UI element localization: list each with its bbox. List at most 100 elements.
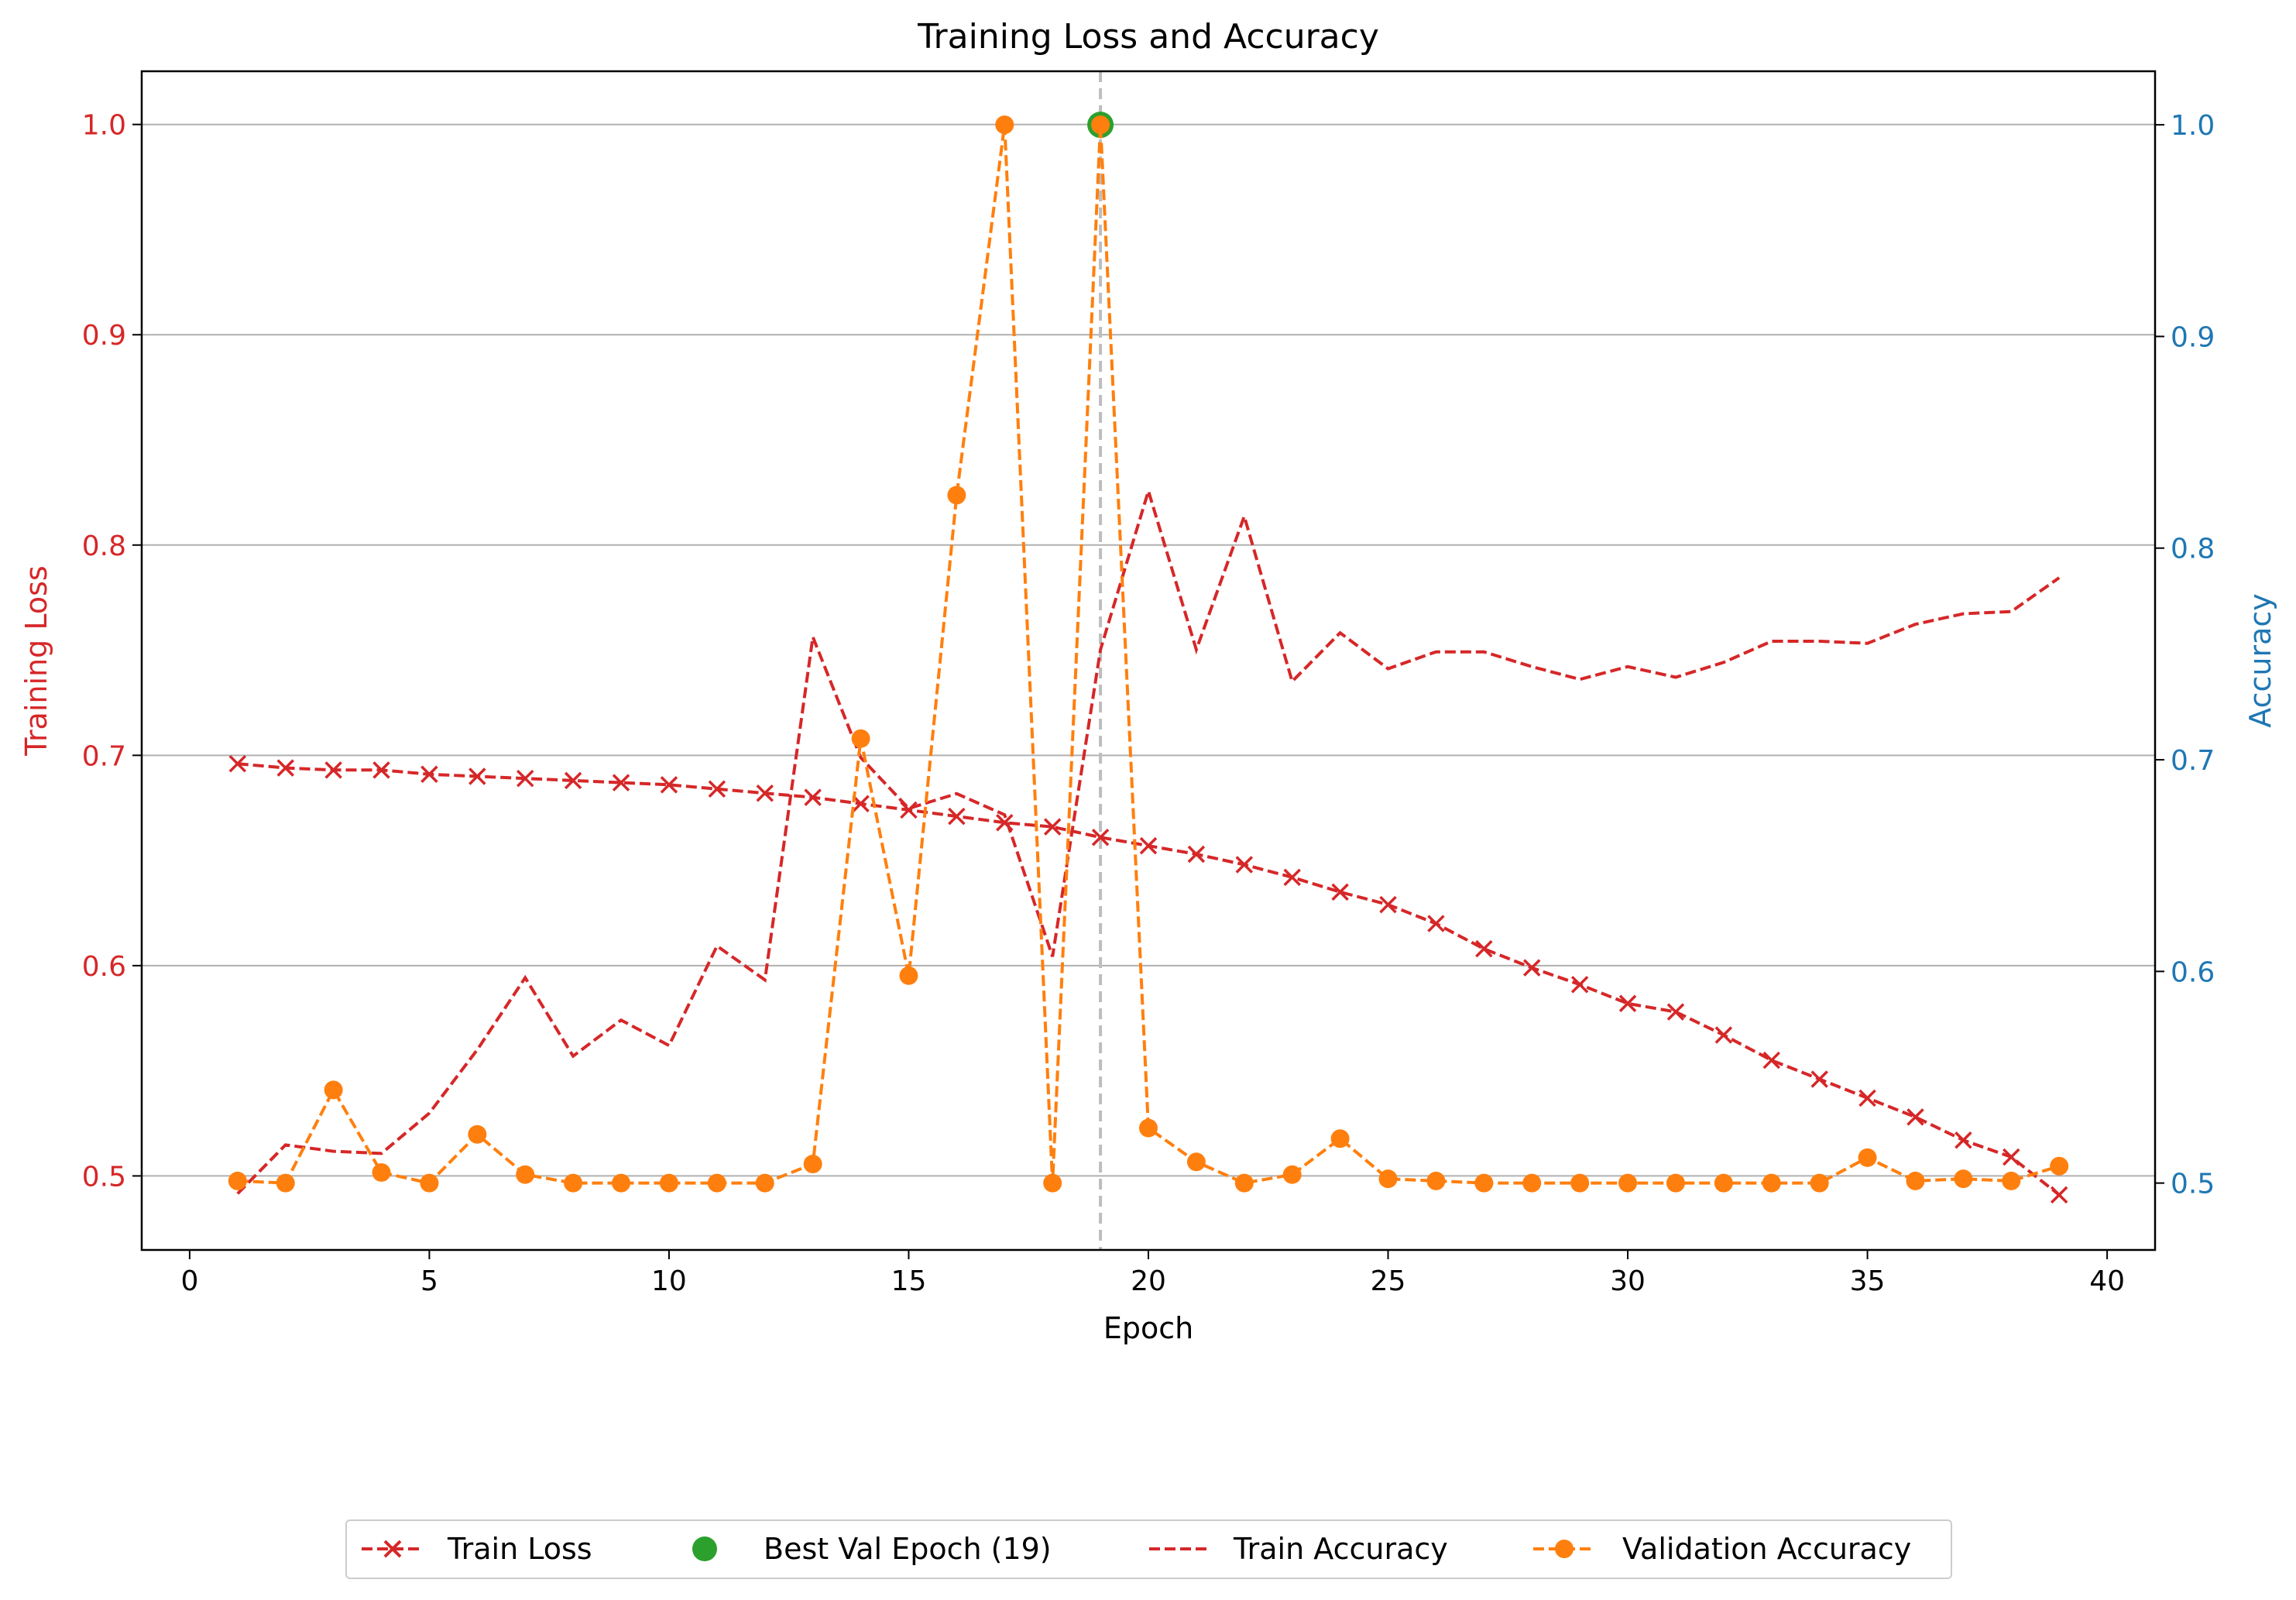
legend-label-validation-accuracy: Validation Accuracy [1622, 1532, 1911, 1566]
validation-accuracy-point [659, 1173, 678, 1193]
validation-accuracy-point [995, 115, 1014, 135]
validation-accuracy-point [1858, 1148, 1877, 1167]
validation-accuracy-point [1426, 1171, 1446, 1190]
train-accuracy-line [236, 486, 2061, 1195]
validation-accuracy-point [1810, 1173, 1829, 1193]
train-loss-point [276, 759, 294, 777]
train-loss-point [1906, 1108, 1924, 1126]
legend-label-train-accuracy: Train Accuracy [1233, 1532, 1448, 1566]
validation-accuracy-point [1091, 115, 1110, 135]
train-loss-point [1810, 1070, 1828, 1088]
right-y-tick-label: 0.9 [2171, 321, 2215, 353]
left-y-tick-label: 1.0 [82, 110, 126, 142]
train-loss-point [1427, 915, 1445, 932]
x-axis-label: Epoch [1103, 1311, 1193, 1345]
train-loss-point [948, 807, 966, 826]
x-tick-label: 35 [1850, 1265, 1886, 1297]
validation-accuracy-point [612, 1173, 631, 1193]
validation-accuracy-point [1234, 1173, 1254, 1193]
train-loss-point [1283, 868, 1301, 887]
x-tick-label: 40 [2089, 1265, 2125, 1297]
validation-accuracy-point [564, 1173, 583, 1193]
validation-accuracy-point [1186, 1152, 1206, 1172]
legend-frame [345, 1519, 1952, 1579]
legend: Train Loss Best Val Epoch (19) Train Acc… [345, 1519, 1952, 1579]
train-loss-point [660, 776, 678, 794]
train-loss-point [1235, 856, 1254, 874]
validation-accuracy-point [1282, 1165, 1302, 1184]
right-axis-label: Accuracy [2243, 593, 2277, 728]
right-y-tick-label: 0.6 [2171, 956, 2215, 988]
validation-accuracy-point [276, 1173, 295, 1193]
train-loss-point [1762, 1051, 1780, 1070]
train-loss-point [1666, 1003, 1685, 1021]
train-loss-point [1091, 828, 1110, 846]
validation-accuracy-point [1906, 1171, 1925, 1190]
chart-title: Training Loss and Accuracy [917, 17, 1379, 57]
train-loss-point [1331, 883, 1349, 901]
x-tick-label: 30 [1610, 1265, 1646, 1297]
train-loss-point [1858, 1089, 1876, 1107]
validation-accuracy-point [1954, 1169, 1973, 1189]
validation-accuracy-point [1570, 1173, 1590, 1193]
validation-accuracy-point [899, 966, 918, 985]
validation-accuracy-point [468, 1124, 487, 1144]
train-loss-point [1139, 836, 1158, 855]
validation-accuracy-point [755, 1173, 774, 1193]
left-y-tick-label: 0.6 [82, 951, 126, 983]
train-loss-point [900, 801, 918, 819]
series-layer [228, 112, 2069, 1204]
train-loss-point [708, 780, 726, 798]
train-loss-point [1523, 959, 1541, 977]
train-loss-point [756, 784, 774, 802]
train-loss-point [996, 813, 1014, 832]
right-y-tick-label: 0.5 [2171, 1169, 2215, 1200]
legend-item-train-accuracy: Train Accuracy [1149, 1532, 1448, 1566]
train-loss-point [564, 771, 582, 790]
train-loss-point [468, 767, 486, 785]
x-tick-label: 10 [651, 1265, 687, 1297]
x-tick-label: 15 [891, 1265, 927, 1297]
train-loss-point [420, 765, 438, 784]
x-tick-label: 5 [420, 1265, 438, 1297]
train-loss-point [2003, 1148, 2020, 1166]
train-loss-point [612, 774, 630, 791]
left-y-tick-label: 0.8 [82, 530, 126, 562]
validation-accuracy-point [1762, 1173, 1781, 1193]
validation-accuracy-point [1714, 1173, 1733, 1193]
validation-accuracy-point [1139, 1118, 1158, 1138]
right-y-tick-label: 1.0 [2171, 110, 2215, 142]
validation-accuracy-point [2050, 1156, 2069, 1176]
validation-accuracy-point [707, 1173, 726, 1193]
validation-accuracy-point [1043, 1173, 1062, 1193]
validation-accuracy-point [1618, 1173, 1638, 1193]
legend-item-train-loss: Train Loss [362, 1532, 592, 1566]
legend-label-train-loss: Train Loss [447, 1532, 592, 1566]
validation-accuracy-point [803, 1155, 822, 1174]
validation-accuracy-point [1378, 1169, 1398, 1189]
legend-label-best-val-epoch: Best Val Epoch (19) [764, 1532, 1052, 1566]
train-loss-point [1714, 1026, 1733, 1044]
validation-accuracy-point [851, 729, 870, 748]
train-loss-point [852, 795, 870, 813]
left-y-tick-label: 0.7 [82, 740, 126, 772]
train-loss-point [1475, 939, 1493, 958]
train-loss-point [372, 761, 390, 779]
train-loss-point [1955, 1131, 1972, 1149]
validation-accuracy-point [516, 1165, 535, 1184]
train-loss-point [324, 761, 342, 779]
train-loss-point [1570, 976, 1589, 994]
x-tick-label: 20 [1131, 1265, 1166, 1297]
x-tick-label: 0 [180, 1265, 198, 1297]
axes: 0 5 10 15 20 25 30 35 40 0.5 0.6 0.7 0.8 0.9 1.0 0.5 0.6… [82, 70, 2215, 1297]
train-loss-point [2050, 1186, 2068, 1204]
train-loss-point [1618, 994, 1637, 1012]
legend-item-best-val-epoch: Best Val Epoch (19) [692, 1532, 1052, 1566]
validation-accuracy-point [1522, 1173, 1542, 1193]
right-y-tick-label: 0.8 [2171, 534, 2215, 565]
validation-accuracy-point [947, 486, 966, 505]
right-y-tick-label: 0.7 [2171, 745, 2215, 777]
validation-accuracy-point [1474, 1173, 1494, 1193]
